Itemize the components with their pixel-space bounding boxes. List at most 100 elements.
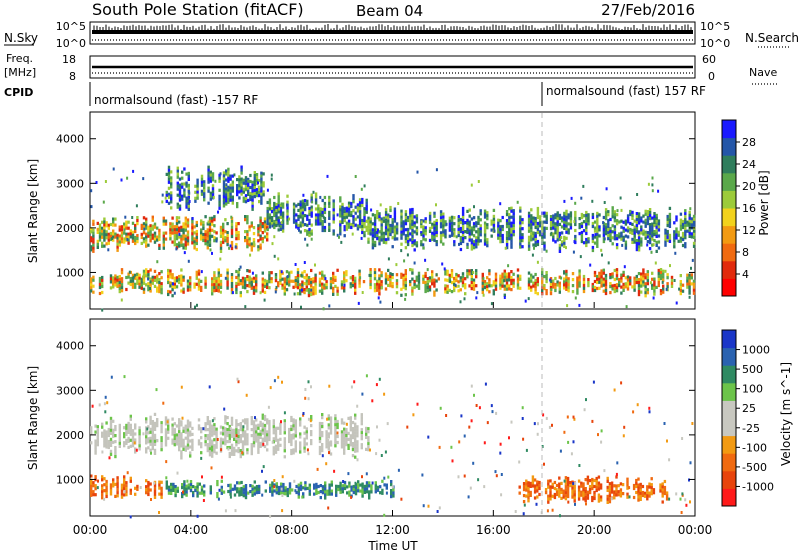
scatter-cell [215,439,218,443]
scatter-cell [211,427,214,431]
scatter-cell [508,216,511,220]
scatter-cell [195,229,198,234]
scatter-cell [211,445,214,449]
scatter-cell [167,424,170,428]
scatter-cell [218,206,221,210]
scatter-cell [277,228,280,232]
scatter-cell [250,283,253,287]
scatter-cell [114,452,117,456]
scatter-cell [611,272,614,276]
scatter-cell [236,178,239,182]
scatter-cell [273,489,276,493]
scatter-cell [653,215,656,219]
scatter-cell [296,274,300,278]
scatter-cell [306,229,309,233]
scatter-cell [174,491,177,495]
scatter-cell [444,232,447,236]
scatter-speck [573,240,576,244]
scatter-cell [505,234,509,238]
scatter-cell [450,218,454,222]
scatter-speck [504,246,507,250]
scatter-cell [329,416,333,420]
scatter-cell [237,429,240,433]
scatter-cell [200,288,203,292]
scatter-cell [582,491,585,495]
scatter-cell [165,199,168,203]
scatter-cell [587,240,590,244]
scatter-cell [499,231,502,235]
scatter-cell [392,491,395,495]
scatter-cell [617,484,620,488]
scatter-cell [178,229,181,233]
scatter-cell [339,196,342,200]
scatter-cell [217,283,220,287]
scatter-cell [442,242,445,246]
scatter-cell [510,279,513,283]
scatter-cell [182,290,185,294]
scatter-cell [197,281,201,285]
scatter-cell [428,226,432,230]
scatter-cell [609,282,612,286]
scatter-cell [384,229,388,233]
scatter-cell [90,493,93,497]
scatter-cell [200,445,203,449]
scatter-cell [651,216,654,220]
scatter-cell [277,222,280,226]
scatter-cell [499,277,502,281]
scatter-cell [461,218,465,223]
scatter-cell [226,431,229,435]
scatter-cell [127,421,130,425]
scatter-cell [189,285,192,289]
scatter-cell [315,488,318,492]
scatter-speck [322,215,325,219]
scatter-cell [339,205,342,209]
scatter-cell [483,215,487,219]
scatter-speck [191,217,194,220]
scatter-cell [640,231,643,235]
scatter-cell [263,235,267,239]
scatter-cell [228,430,231,435]
scatter-cell [263,229,267,233]
scatter-cell [329,283,333,287]
scatter-cell [321,273,324,277]
scatter-cell [112,217,115,221]
scatter-cell [512,215,515,219]
scatter-cell [558,243,562,247]
scatter-cell [497,227,500,231]
scatter-cell [120,277,124,281]
scatter-cell [345,212,349,216]
scatter-cell [222,429,225,433]
scatter-cell [114,449,117,453]
scatter-cell [151,224,154,228]
scatter-cell [501,224,504,229]
scatter-cell [323,225,327,230]
scatter-cell [303,288,306,292]
scatter-cell [565,212,568,216]
scatter-cell [149,227,152,231]
scatter-cell [153,489,157,493]
scatter-cell [334,278,337,282]
scatter-cell [206,237,209,241]
scatter-cell [180,289,183,293]
scatter-cell [532,243,535,247]
scatter-cell [118,426,121,430]
scatter-cell [101,278,104,283]
scatter-cell [411,228,414,233]
scatter-cell [519,227,522,231]
scatter-cell [238,487,241,491]
scatter-cell [352,221,355,225]
scatter-cell [600,272,603,276]
scatter-cell [527,277,531,281]
scatter-speck [303,202,306,206]
scatter-cell [336,434,339,439]
scatter-cell [116,245,119,249]
scatter-cell [607,222,610,226]
scatter-cell [533,487,537,491]
scatter-cell [317,213,320,217]
scatter-cell [501,236,504,241]
scatter-cell [160,285,163,289]
scatter-cell [450,272,454,276]
scatter-cell [510,270,513,274]
scatter-cell [184,225,187,229]
scatter-cell [428,211,432,215]
